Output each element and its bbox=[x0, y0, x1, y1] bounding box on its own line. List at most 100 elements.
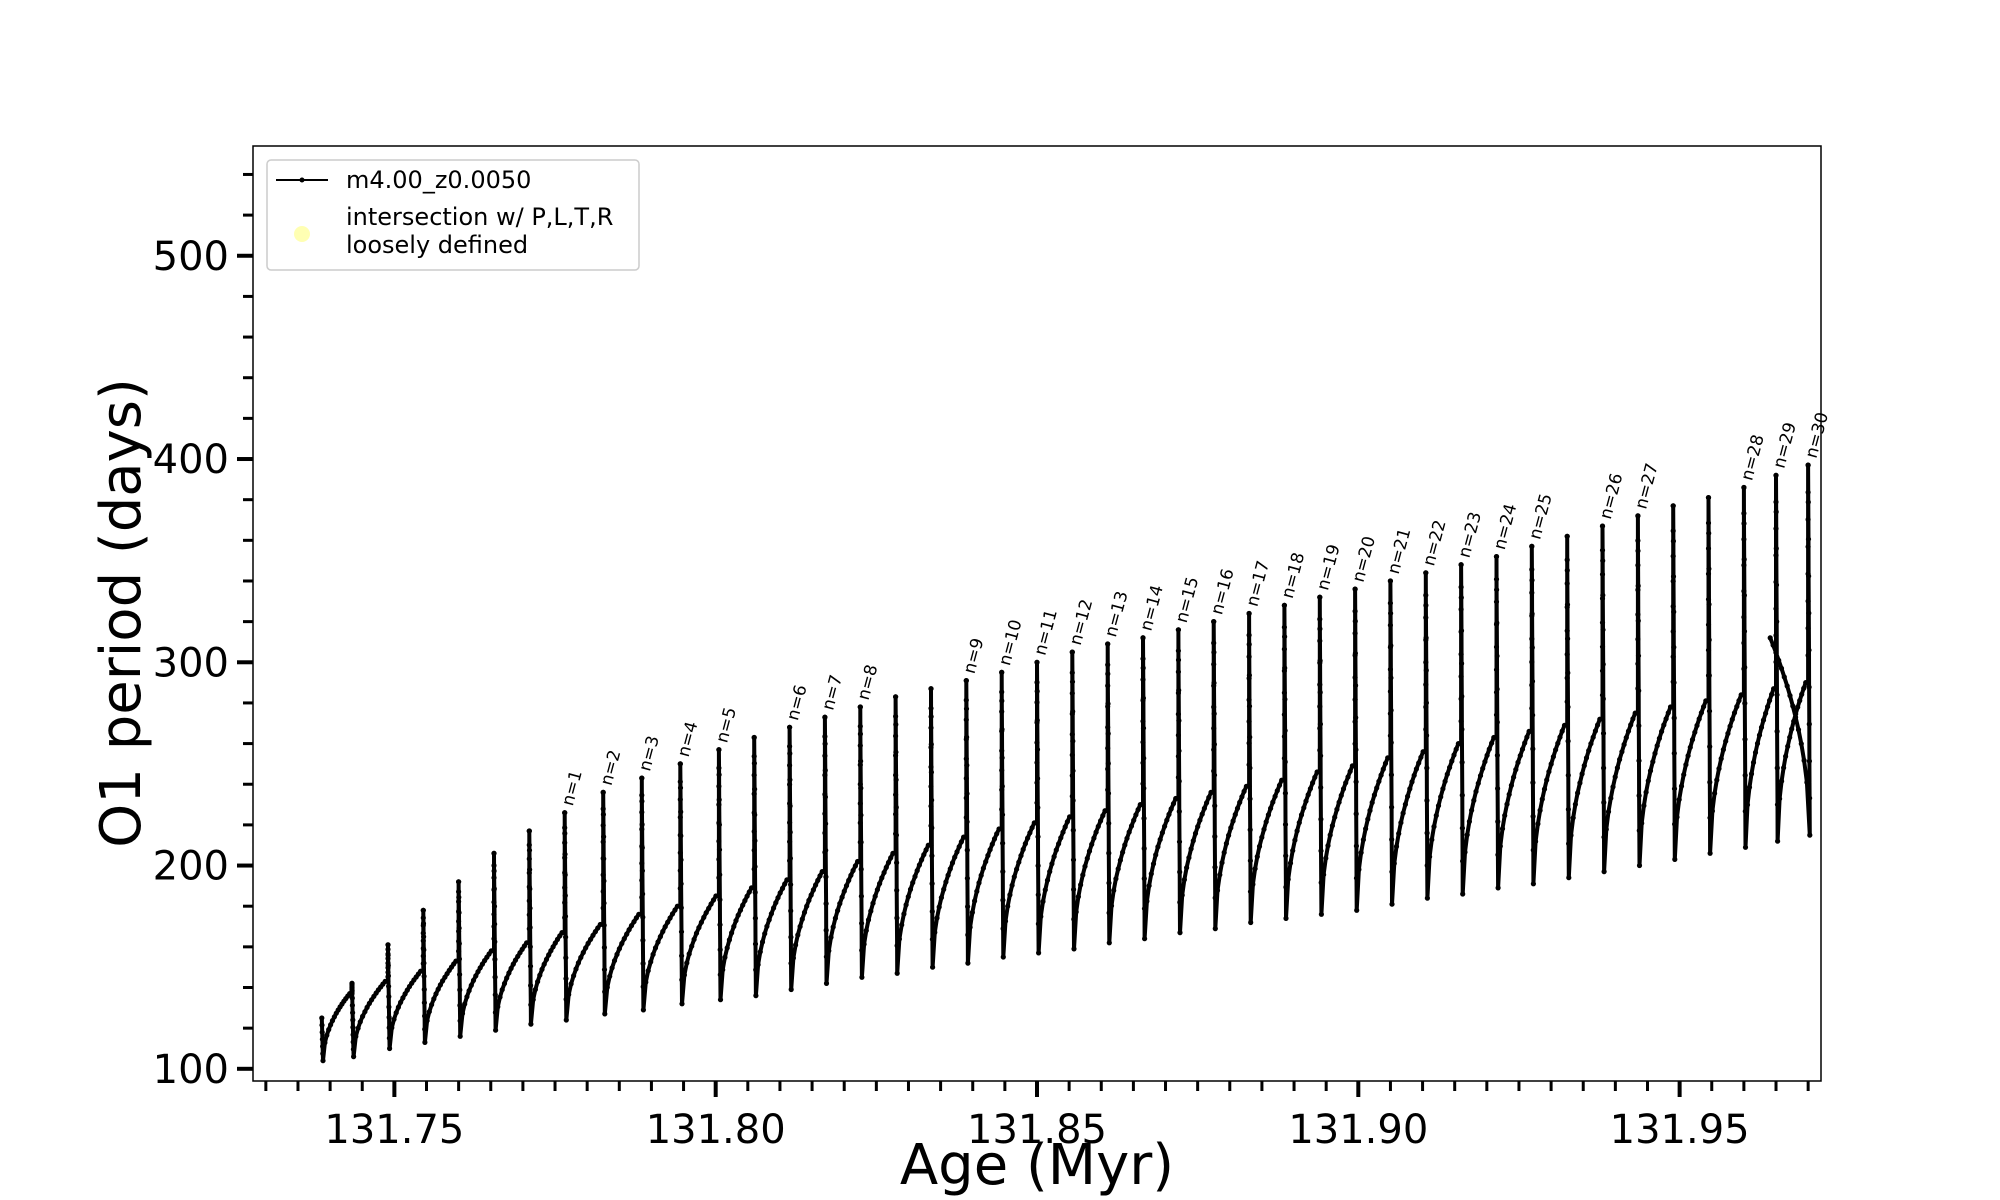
series-point bbox=[1211, 704, 1217, 710]
series-point bbox=[1493, 554, 1500, 560]
series-point bbox=[1502, 812, 1508, 819]
series-point bbox=[639, 821, 645, 828]
series-point bbox=[1211, 725, 1217, 731]
x-tick-label: 131.95 bbox=[1610, 1107, 1750, 1153]
series-point bbox=[858, 893, 865, 899]
series-point bbox=[527, 924, 533, 931]
series-point bbox=[652, 945, 659, 951]
series-point bbox=[788, 960, 794, 966]
series-point bbox=[1002, 918, 1009, 924]
series-point bbox=[757, 949, 763, 955]
series-point bbox=[1741, 588, 1747, 594]
y-tick-label: 100 bbox=[153, 1047, 229, 1093]
series-point bbox=[319, 1029, 325, 1035]
series-point bbox=[1805, 489, 1811, 495]
series-point bbox=[1705, 545, 1712, 552]
series-point bbox=[1756, 732, 1763, 738]
series-point bbox=[751, 760, 758, 766]
series-point bbox=[983, 859, 989, 865]
series-point bbox=[393, 1010, 399, 1016]
series-point bbox=[1204, 800, 1210, 806]
series-point bbox=[1742, 664, 1748, 671]
series-point bbox=[433, 991, 439, 997]
series-point bbox=[491, 875, 497, 881]
series-point bbox=[1044, 877, 1051, 883]
series-point bbox=[1773, 545, 1779, 552]
series-point bbox=[583, 945, 589, 951]
series-point bbox=[422, 1039, 428, 1045]
series-point bbox=[1600, 696, 1606, 702]
series-point bbox=[578, 954, 584, 961]
series-point bbox=[1034, 717, 1040, 724]
series-point bbox=[1599, 644, 1606, 650]
series-point bbox=[526, 898, 532, 904]
series-point bbox=[1078, 882, 1084, 888]
series-point bbox=[822, 830, 828, 836]
series-point bbox=[457, 1018, 463, 1024]
series-point bbox=[1459, 693, 1465, 700]
series-point bbox=[1246, 610, 1252, 617]
series-point bbox=[665, 919, 671, 925]
series-point bbox=[910, 880, 916, 886]
series-point bbox=[600, 789, 606, 796]
series-point bbox=[1402, 801, 1408, 808]
series-point bbox=[1128, 823, 1135, 829]
series-point bbox=[435, 986, 441, 992]
series-point bbox=[952, 854, 958, 860]
series-point bbox=[1692, 729, 1698, 735]
series-point bbox=[1214, 887, 1221, 894]
series-point bbox=[852, 863, 859, 869]
series-point bbox=[1459, 825, 1465, 831]
series-point bbox=[1053, 847, 1059, 853]
series-point bbox=[1424, 765, 1430, 771]
series-point bbox=[941, 886, 947, 893]
series-point bbox=[896, 936, 903, 942]
series-point bbox=[1564, 567, 1570, 574]
series-point bbox=[921, 852, 927, 858]
series-point bbox=[1671, 680, 1677, 686]
series-point bbox=[362, 1009, 368, 1015]
series-point bbox=[349, 980, 355, 987]
series-point bbox=[893, 772, 899, 778]
series-point bbox=[1071, 886, 1077, 893]
series-point bbox=[421, 947, 427, 953]
series-point bbox=[1641, 803, 1647, 809]
series-point bbox=[1317, 682, 1323, 688]
series-point bbox=[823, 821, 829, 827]
series-point bbox=[1806, 721, 1812, 727]
series-point bbox=[1748, 771, 1755, 777]
series-point bbox=[752, 786, 758, 792]
series-point bbox=[1388, 772, 1394, 778]
series-point bbox=[563, 996, 569, 1002]
series-point bbox=[1685, 753, 1691, 759]
series-point bbox=[420, 938, 426, 944]
series-point bbox=[562, 900, 568, 906]
series-point bbox=[1175, 753, 1181, 759]
series-point bbox=[1635, 587, 1641, 593]
series-point bbox=[893, 777, 899, 783]
pulse-label-n=17: n=17 bbox=[1243, 559, 1274, 609]
series-point bbox=[1177, 930, 1183, 936]
series-point bbox=[1805, 680, 1811, 686]
series-point bbox=[1565, 670, 1571, 676]
series-point bbox=[1619, 749, 1625, 755]
series-point bbox=[640, 937, 646, 943]
series-point bbox=[1495, 885, 1501, 891]
series-point bbox=[1282, 634, 1288, 640]
series-point bbox=[1773, 686, 1779, 692]
series-point bbox=[1317, 638, 1323, 644]
series-point bbox=[1155, 844, 1161, 850]
series-point bbox=[1676, 796, 1682, 803]
series-point bbox=[1175, 732, 1181, 738]
series-point bbox=[1696, 716, 1702, 722]
series-point bbox=[1352, 630, 1358, 636]
series-point bbox=[1577, 780, 1583, 786]
series-point bbox=[773, 900, 779, 906]
series-point bbox=[1192, 830, 1199, 837]
series-point bbox=[858, 839, 864, 845]
series-point bbox=[822, 767, 828, 774]
series-point bbox=[1014, 866, 1020, 872]
series-point bbox=[1282, 790, 1288, 796]
x-tick-label: 131.85 bbox=[967, 1107, 1107, 1153]
series-point bbox=[751, 772, 757, 778]
